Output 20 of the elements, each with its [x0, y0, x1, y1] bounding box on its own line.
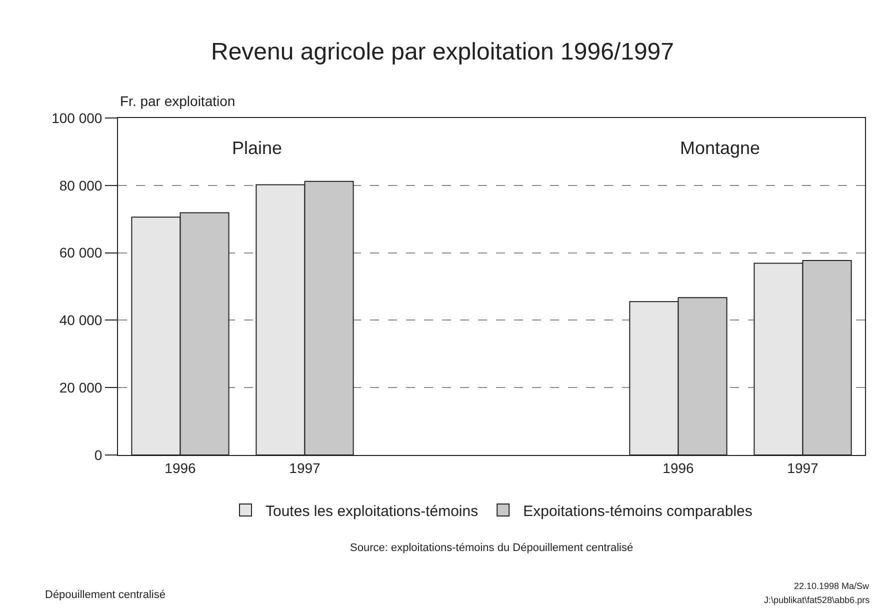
text: 22.10.1998 Ma/Sw — [794, 581, 870, 591]
x-tick-label: 1996 — [662, 460, 694, 476]
legend-label: Expoitations-témoins comparables — [523, 502, 752, 520]
y-tick-label: 60 000 — [59, 244, 102, 261]
annotation: Montagne — [680, 138, 760, 158]
x-tick-label: 1997 — [787, 460, 819, 476]
y-tick-label: 80 000 — [59, 177, 102, 194]
y-axis-title: Fr. par exploitation — [120, 93, 236, 109]
source-note: Source: exploitations-témoins du Dépouillement centralisé — [350, 542, 634, 554]
y-tick-label: 100 000 — [52, 110, 102, 126]
y-tick-label: 40 000 — [59, 312, 102, 328]
y-tick-label: 0 — [94, 446, 102, 463]
chart-title: Revenu agricole par exploitation 1996/1997 — [211, 38, 674, 66]
y-tick-label: 20 000 — [59, 380, 102, 396]
x-tick-label: 1996 — [164, 460, 196, 476]
text: Dépouillement centralisé — [45, 589, 166, 601]
x-tick-label: 1997 — [289, 460, 321, 476]
legend-label: Toutes les exploitations-témoins — [266, 502, 478, 520]
text: J:\publikat\fat528\abb6.prs — [764, 595, 870, 605]
annotation: Plaine — [232, 138, 282, 158]
